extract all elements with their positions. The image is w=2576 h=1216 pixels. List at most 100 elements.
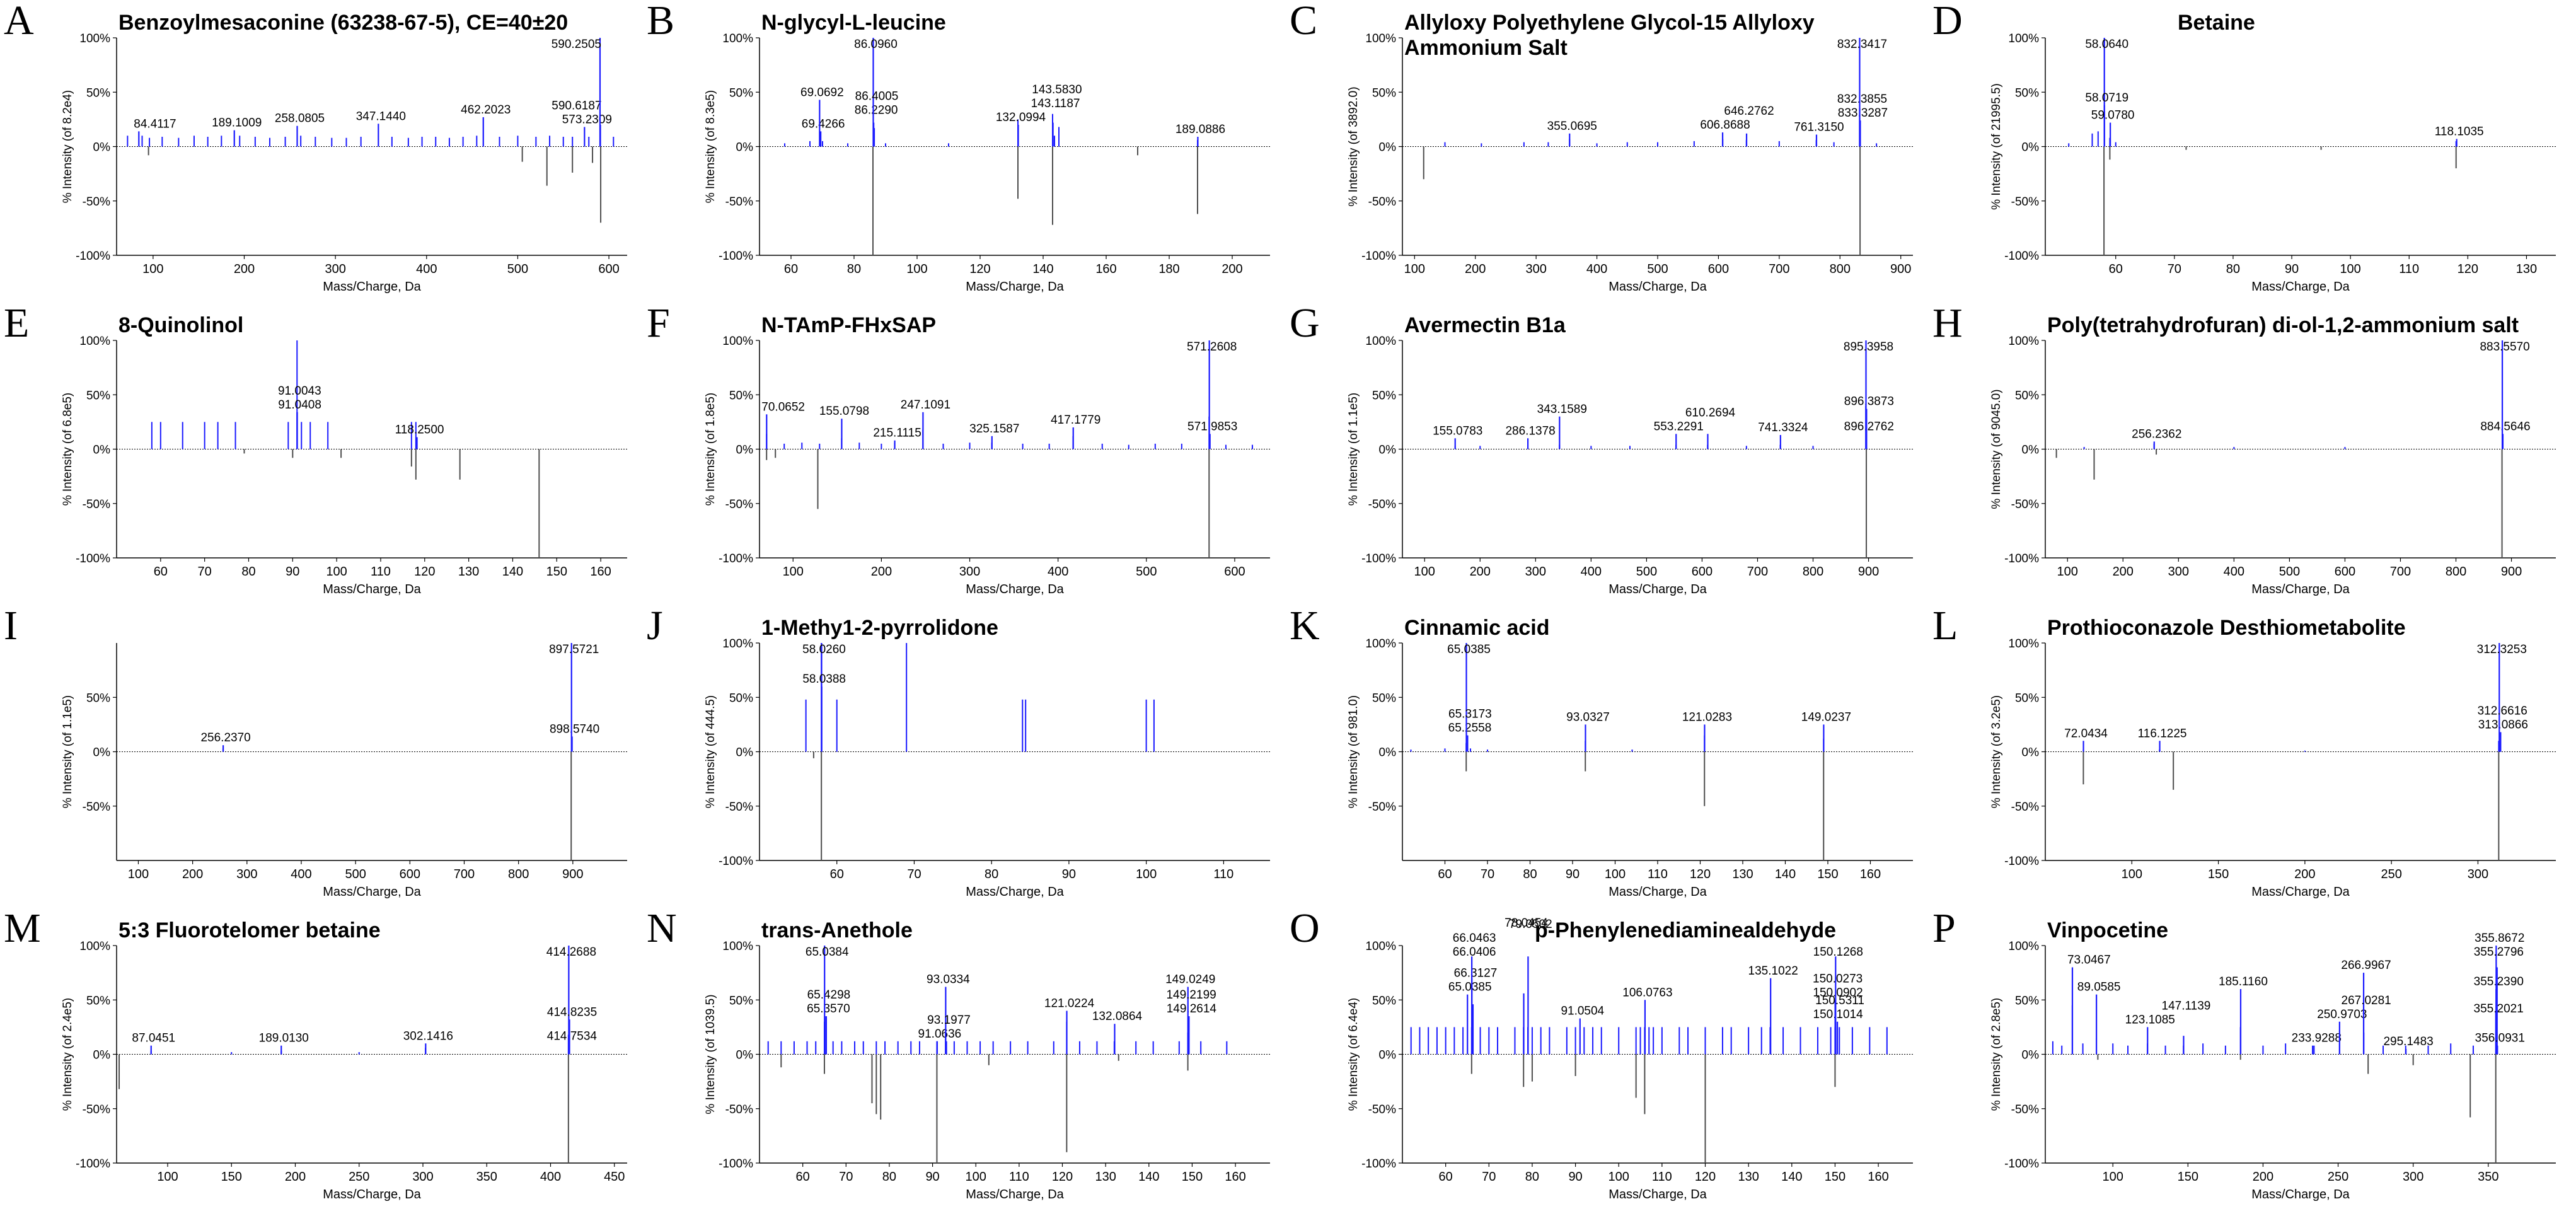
peak-mz-label: 832.3417 [1837, 38, 1887, 51]
y-tick-label: -100% [719, 1157, 753, 1171]
x-tick-label: 100 [1414, 565, 1435, 579]
x-axis-label: Mass/Charge, Da [323, 1188, 421, 1202]
peak-mz-label: 79.0502 [1509, 918, 1552, 931]
y-tick-label: -100% [2004, 1157, 2039, 1171]
peak-mz-label: 832.3855 [1837, 93, 1887, 106]
x-tick-label: 150 [1182, 1170, 1203, 1184]
y-tick-label: 50% [2015, 389, 2039, 402]
spectrum-plot: 100% 50% 0% -50% -100% 100 200 300 400 500 600 700 8… [1990, 335, 2556, 596]
peak-mz-label: 884.5646 [2480, 420, 2530, 433]
spectrum-panel-c: C Allyloxy Polyethylene Glycol-15 Allylox… [1286, 0, 1922, 296]
y-axis-label: % Intensity (of 6.8e5) [61, 393, 74, 506]
y-tick-label: -100% [719, 552, 753, 565]
peak-mz-label: 414.7534 [547, 1029, 598, 1043]
spectrum-panel-p: P Vinpocetine 100% 50% 0% -50% -100% 100 150 200 2… [1929, 908, 2565, 1204]
spectrum-panel-d: D Betaine 100% 50% 0% -50% -100% 60 70 80 90 100 110… [1929, 0, 2565, 296]
peak-mz-label: 150.5311 [1815, 994, 1864, 1007]
x-tick-label: 60 [1439, 1170, 1453, 1184]
peak-mz-label: 84.4117 [134, 117, 176, 130]
x-tick-label: 300 [2168, 565, 2189, 579]
x-tick-label: 250 [349, 1170, 369, 1184]
peak-mz-label: 883.5570 [2480, 340, 2529, 354]
peak-mz-label: 355.0695 [1547, 120, 1597, 133]
y-tick-label: 50% [2015, 692, 2039, 705]
x-tick-label: 60 [1438, 867, 1452, 881]
peak-mz-label: 267.0281 [2342, 994, 2391, 1007]
y-tick-label: -100% [1361, 1157, 1396, 1171]
y-tick-label: 0% [736, 444, 754, 457]
x-tick-label: 120 [969, 262, 990, 276]
peak-mz-label: 347.1440 [356, 110, 406, 123]
peak-mz-label: 233.9288 [2292, 1032, 2342, 1045]
x-tick-label: 800 [508, 867, 529, 881]
y-tick-label: 0% [1379, 444, 1397, 457]
y-tick-label: 0% [93, 1049, 111, 1062]
peak-mz-label: 87.0451 [132, 1032, 175, 1045]
x-tick-label: 80 [847, 262, 861, 276]
x-tick-label: 100 [128, 867, 149, 881]
peak-mz-label: 143.1187 [1031, 97, 1080, 110]
x-tick-label: 700 [454, 867, 475, 881]
y-tick-label: 100% [1365, 335, 1396, 348]
x-tick-label: 160 [1095, 262, 1116, 276]
x-tick-label: 350 [2478, 1170, 2498, 1184]
peak-mz-label: 150.1268 [1813, 946, 1863, 959]
y-tick-label: 50% [1372, 389, 1396, 402]
y-axis-label: % Intensity (of 1039.5) [704, 994, 717, 1114]
peak-mz-label: 93.0327 [1566, 710, 1610, 724]
x-tick-label: 900 [2501, 565, 2522, 579]
x-axis-label: Mass/Charge, Da [966, 1188, 1064, 1202]
spectrum-plot: 100% 50% 0% -50% -100% 100 200 300 400 500 600 700 8… [1347, 32, 1913, 294]
peak-mz-label: 149.2199 [1166, 988, 1216, 1002]
x-tick-label: 200 [871, 565, 892, 579]
panel-letter: A [4, 0, 34, 43]
y-tick-label: 0% [93, 746, 111, 760]
y-tick-label: 100% [79, 32, 110, 45]
peak-mz-label: 70.0652 [761, 400, 805, 414]
y-tick-label: 50% [729, 389, 753, 402]
x-tick-label: 70 [1482, 1170, 1496, 1184]
peak-mz-label: 123.1085 [2125, 1013, 2175, 1026]
peak-mz-label: 646.2762 [1724, 105, 1774, 118]
x-tick-label: 250 [2381, 867, 2401, 881]
peak-mz-label: 325.1587 [969, 422, 1019, 436]
x-tick-label: 140 [1138, 1170, 1159, 1184]
x-tick-label: 200 [234, 262, 255, 276]
spectrum-title: p-Phenylenediaminealdehyde [1535, 918, 1837, 942]
peak-mz-label: 66.3127 [1454, 967, 1498, 980]
y-tick-label: 0% [1379, 746, 1397, 760]
y-tick-label: -50% [725, 195, 753, 209]
y-axis-label: % Intensity (of 981.0) [1347, 695, 1360, 809]
peak-mz-label: 155.0783 [1433, 424, 1482, 437]
spectrum-title: Betaine [2178, 11, 2255, 35]
y-tick-label: 50% [86, 692, 110, 705]
y-tick-label: -50% [1368, 1103, 1396, 1116]
x-tick-label: 110 [371, 565, 391, 579]
x-tick-label: 100 [1609, 1170, 1629, 1184]
y-tick-label: 0% [2022, 141, 2040, 154]
peak-mz-label: 149.0249 [1165, 973, 1215, 987]
y-tick-label: 0% [1379, 141, 1397, 154]
y-tick-label: -50% [1368, 195, 1396, 209]
spectrum-title: trans-Anethole [761, 918, 913, 942]
y-axis-label: % Intensity (of 3892.0) [1347, 86, 1360, 206]
y-axis-label: % Intensity (of 1.1e5) [61, 695, 74, 809]
x-tick-label: 400 [1586, 262, 1607, 276]
x-tick-label: 90 [286, 565, 299, 579]
peak-mz-label: 897.5721 [549, 643, 599, 656]
peak-mz-label: 66.0406 [1453, 946, 1496, 959]
x-tick-label: 70 [1481, 867, 1494, 881]
y-tick-label: 50% [2015, 86, 2039, 100]
x-tick-label: 140 [1032, 262, 1053, 276]
x-tick-label: 90 [1062, 867, 1076, 881]
peak-mz-label: 312.6616 [2478, 704, 2527, 717]
peak-mz-label: 118.2500 [395, 424, 444, 437]
x-tick-label: 400 [1048, 565, 1068, 579]
x-tick-label: 200 [1222, 262, 1242, 276]
spectrum-plot: 100% 50% 0% -50% -100% 60 70 80 90 100 110 120 130 14… [704, 940, 1270, 1202]
peak-mz-label: 91.0043 [278, 385, 321, 398]
x-axis-label: Mass/Charge, Da [323, 280, 421, 294]
x-tick-label: 110 [2399, 262, 2419, 276]
x-axis-label: Mass/Charge, Da [966, 885, 1064, 899]
